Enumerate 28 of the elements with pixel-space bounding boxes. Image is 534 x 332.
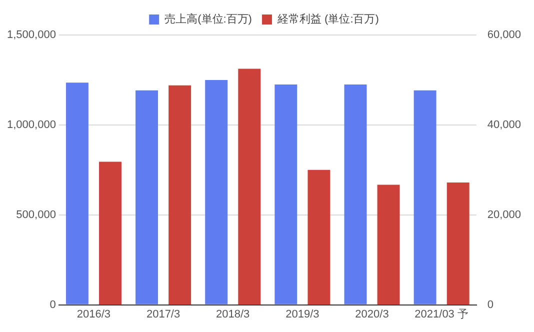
x-tick-label: 2021/03 予 [414, 308, 468, 320]
bar [446, 182, 470, 305]
bar [238, 68, 261, 305]
bar [205, 80, 228, 304]
x-tick-label: 2017/3 [146, 308, 180, 320]
x-tick-label: 2018/3 [216, 308, 250, 320]
bar [136, 90, 158, 304]
x-tick-label: 2019/3 [286, 308, 320, 320]
y-tick-label: 1,500,000 [7, 29, 56, 42]
legend-label: 経常利益 (単位:百万) [276, 12, 379, 26]
y-tick-label: 0 [50, 298, 56, 311]
y2-tick-label: 40,000 [487, 118, 522, 131]
y2-tick-label: 0 [487, 298, 494, 311]
bar [99, 162, 122, 305]
bar [66, 82, 88, 304]
bar [377, 184, 400, 305]
y2-tick-label: 60,000 [487, 29, 522, 42]
y-tick-label: 500,000 [16, 208, 56, 221]
bar [274, 84, 298, 304]
bar [168, 85, 192, 305]
bar [344, 84, 367, 304]
x-tick-label: 2016/3 [76, 308, 111, 320]
legend-label: 売上高(単位:百万) [164, 12, 252, 26]
bar [414, 90, 436, 304]
y2-tick-label: 20,000 [487, 208, 522, 221]
x-tick-label: 2020/3 [355, 308, 389, 320]
bar [308, 170, 330, 305]
y-tick-label: 1,000,000 [7, 118, 56, 131]
